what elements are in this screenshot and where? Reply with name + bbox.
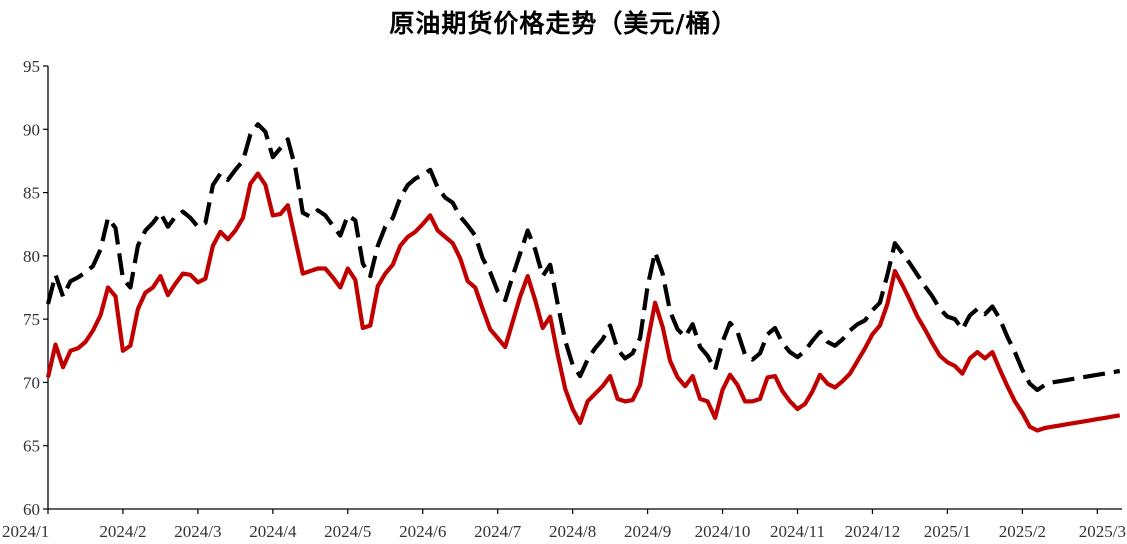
x-tick-label: 2025/1	[924, 522, 971, 541]
y-tick-label: 75	[23, 310, 40, 329]
x-tick-label: 2024/3	[174, 522, 221, 541]
series-line-2	[45, 171, 1121, 433]
series-layer	[45, 122, 1121, 433]
chart-title: 原油期货价格走势（美元/桶）	[389, 9, 738, 38]
y-tick-label: 90	[23, 120, 40, 139]
series-line-1	[45, 122, 1121, 393]
y-tick-label: 95	[23, 57, 40, 76]
axes: 60 65 70 75 80 85 90 95 2024/1 2024/2 2024/3 2024/4…	[2, 57, 1126, 541]
x-tick-label: 2024/9	[624, 522, 671, 541]
y-tick-label: 65	[23, 437, 40, 456]
x-tick-label: 2024/4	[249, 522, 297, 541]
x-tick-label: 2025/3	[1079, 522, 1126, 541]
x-tick-label: 2024/8	[549, 522, 596, 541]
x-tick-label: 2024/2	[99, 522, 146, 541]
x-tick-label: 2024/12	[845, 522, 901, 541]
x-tick-label: 2024/10	[695, 522, 751, 541]
x-tick-label: 2025/2	[999, 522, 1046, 541]
x-tick-label: 2024/6	[399, 522, 446, 541]
x-tick-label: 2024/11	[770, 522, 825, 541]
x-tick-label: 2024/5	[324, 522, 371, 541]
x-tick-label: 2024/1	[2, 522, 49, 541]
x-tick-label: 2024/7	[474, 522, 522, 541]
y-tick-label: 70	[23, 373, 40, 392]
y-tick-label: 60	[23, 500, 40, 519]
y-tick-label: 85	[23, 184, 40, 203]
y-tick-label: 80	[23, 247, 40, 266]
